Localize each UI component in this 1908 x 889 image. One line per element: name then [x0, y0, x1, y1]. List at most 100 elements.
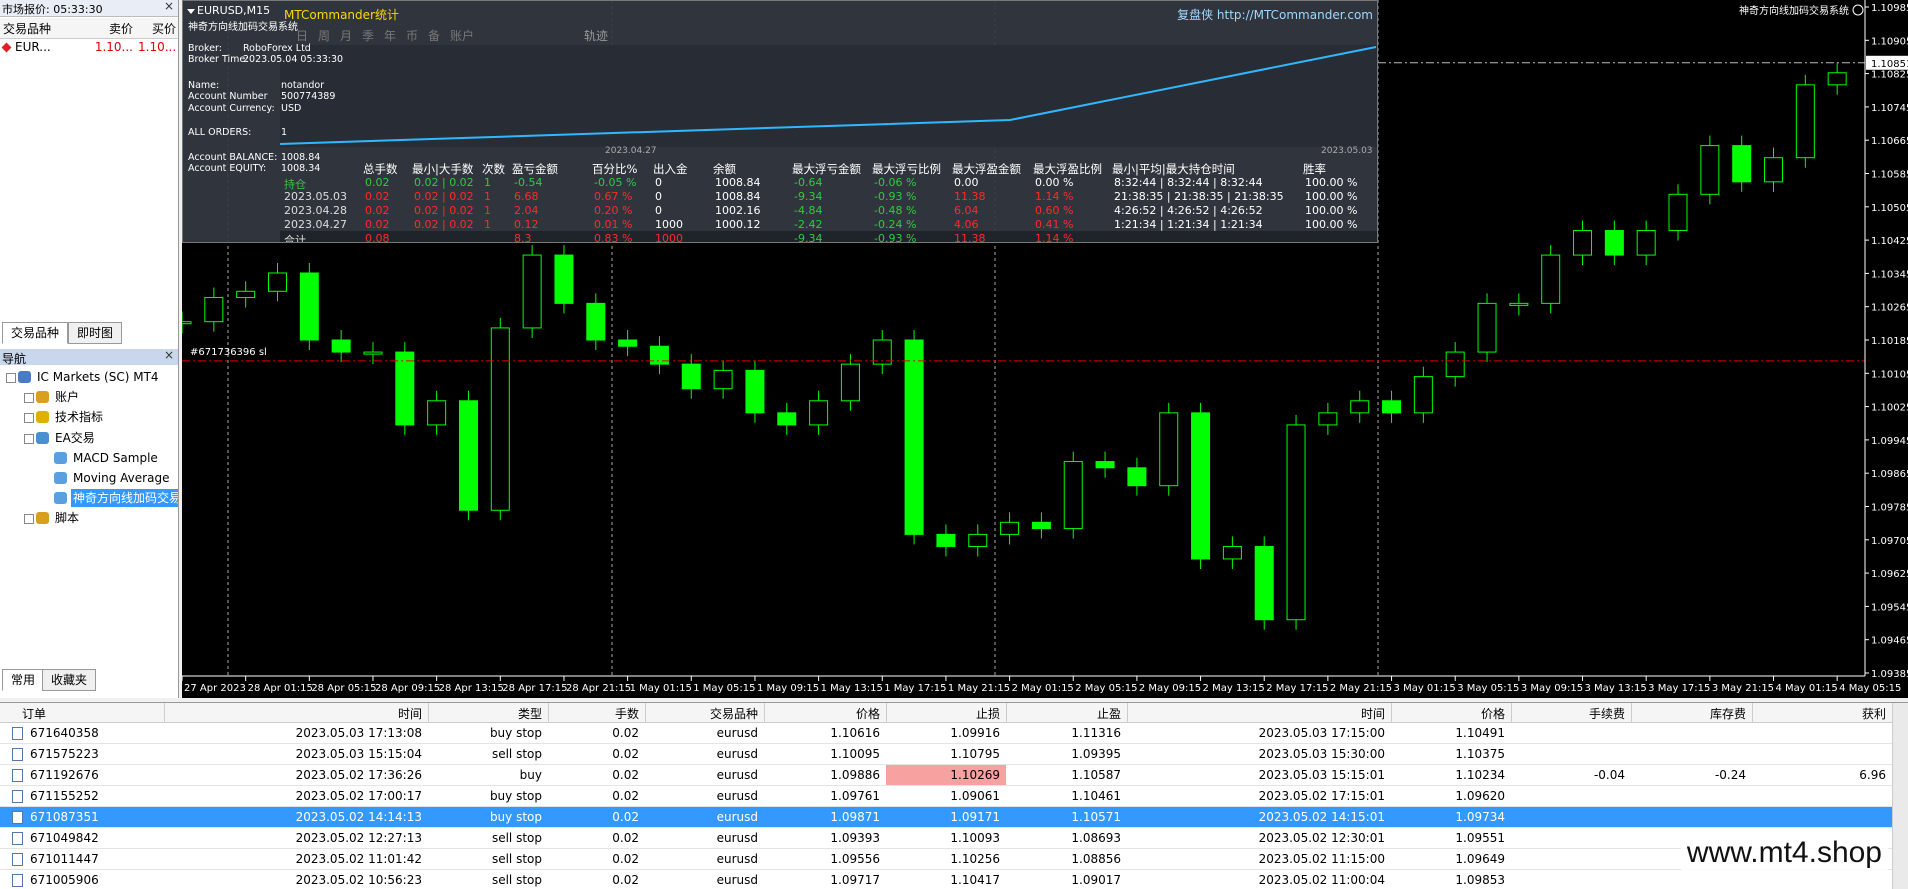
x-tick-label: 3 May 21:15 — [1712, 683, 1774, 694]
column-header: 价格 — [855, 707, 880, 721]
order-row[interactable] — [0, 807, 1892, 828]
x-tick-label: 3 May 01:15 — [1394, 683, 1456, 694]
chart-menu-arrow — [187, 9, 195, 18]
tree-icon — [54, 472, 67, 484]
tree-expander[interactable] — [24, 413, 34, 424]
order-row[interactable] — [0, 765, 1892, 786]
candle — [586, 302, 606, 341]
candle — [1477, 302, 1497, 353]
tab[interactable]: 交易品种 — [2, 322, 69, 344]
cell-highlight — [886, 765, 1006, 785]
order-row[interactable] — [0, 828, 1892, 849]
scrollbar[interactable] — [1892, 703, 1908, 889]
period-button[interactable]: 周 — [318, 29, 331, 43]
order-cell: 1.10093 — [950, 831, 1000, 845]
order-cell: 2023.05.02 17:15:01 — [1258, 789, 1385, 803]
tree-item[interactable]: EA交易 — [55, 430, 95, 445]
order-cell: 671575223 — [30, 747, 99, 761]
order-cell: eurusd — [716, 726, 758, 740]
market-watch-title: 市场报价: 05:33:30 — [2, 3, 103, 16]
tree-expander[interactable] — [24, 433, 34, 444]
stats-row-label: 持仓 — [284, 178, 306, 191]
order-cell: 671005906 — [30, 873, 99, 887]
candle — [1827, 72, 1847, 86]
period-button[interactable]: 币 — [406, 29, 419, 43]
period-button[interactable]: 月 — [340, 29, 353, 43]
period-button[interactable]: 日 — [296, 29, 309, 43]
column-divider — [645, 703, 646, 722]
tree-item[interactable]: Moving Average — [73, 471, 170, 485]
candle — [1222, 545, 1242, 560]
stats-cell: -0.48 % — [874, 204, 917, 217]
ea-smiley — [1852, 4, 1864, 16]
order-row[interactable] — [0, 786, 1892, 807]
period-button[interactable]: 账户 — [450, 29, 475, 43]
stats-cell: 6.68 — [514, 190, 539, 203]
y-tick-label: 1.09465 — [1871, 636, 1908, 647]
order-row[interactable] — [0, 744, 1892, 765]
y-tick-label: 1.10905 — [1871, 36, 1908, 47]
stats-header: 总手数 — [363, 162, 398, 176]
candle — [1509, 302, 1529, 306]
stats-cell: 1002.16 — [715, 204, 761, 217]
x-tick-label: 1 May 09:15 — [757, 683, 819, 694]
period-button[interactable]: 备 — [428, 29, 441, 43]
tab[interactable]: 收藏夹 — [42, 669, 97, 691]
order-cell: 1.09395 — [1071, 747, 1121, 761]
column-divider — [1391, 703, 1392, 722]
candle — [395, 351, 415, 426]
info-value: 500774389 — [281, 91, 336, 102]
period-button[interactable]: 年 — [384, 29, 397, 43]
candle — [777, 412, 797, 426]
tree-expander[interactable] — [6, 373, 16, 383]
column-divider — [764, 703, 765, 722]
info-label: Account Currency: — [188, 103, 275, 114]
column-divider — [1892, 703, 1893, 722]
candle — [522, 254, 542, 329]
candle — [872, 339, 892, 365]
stats-cell: 0.01 % — [594, 218, 633, 231]
tree-item[interactable]: 技术指标 — [55, 410, 104, 425]
order-cell: 2023.05.02 11:00:04 — [1258, 873, 1385, 887]
column-divider — [1631, 703, 1632, 722]
stats-header: 最大浮盈比例 — [1033, 162, 1102, 176]
stats-cell: 0.00 — [954, 176, 979, 189]
track-button[interactable]: 轨迹 — [584, 29, 609, 43]
close-button[interactable]: × — [164, 0, 175, 13]
candle — [1700, 145, 1720, 195]
x-tick-label: 2 May 09:15 — [1139, 683, 1201, 694]
close-button[interactable]: × — [164, 348, 175, 362]
order-cell: 671640358 — [30, 726, 99, 740]
stats-cell: 1000.12 — [715, 218, 761, 231]
tab[interactable]: 即时图 — [68, 322, 123, 344]
candle — [840, 363, 860, 402]
candle — [1732, 145, 1752, 183]
y-tick-label: 1.09945 — [1871, 436, 1908, 447]
tab[interactable]: 常用 — [2, 669, 45, 691]
tree-expander[interactable] — [24, 514, 34, 525]
column-divider — [1752, 703, 1753, 722]
stats-cell: -0.06 % — [874, 176, 917, 189]
info-label: Account EQUITY: — [188, 163, 267, 174]
tree-item[interactable]: 账户 — [55, 390, 80, 405]
order-row[interactable] — [0, 723, 1892, 744]
period-button[interactable]: 季 — [362, 29, 375, 43]
candle — [331, 339, 351, 353]
stats-cell: 1 — [484, 218, 491, 231]
stats-cell: 1000 — [655, 218, 683, 231]
order-icon — [12, 874, 23, 887]
x-tick-label: 1 May 17:15 — [884, 683, 946, 694]
order-cell: 2023.05.02 14:14:13 — [295, 810, 422, 824]
x-tick-label: 1 May 01:15 — [630, 683, 692, 694]
order-row[interactable] — [0, 849, 1892, 870]
tree-item[interactable]: MACD Sample — [73, 450, 158, 465]
tree-expander[interactable] — [24, 393, 34, 404]
stats-cell: 1000 — [655, 232, 683, 243]
tree-item[interactable]: 脚本 — [55, 511, 80, 526]
tree-item[interactable]: IC Markets (SC) MT4 — [37, 370, 159, 384]
tree-item[interactable]: 神奇方向线加码交易系统 — [71, 489, 178, 508]
equity-date: 2023.05.03 — [1321, 146, 1373, 156]
order-cell: 1.09886 — [830, 768, 880, 782]
candle — [182, 321, 192, 325]
stats-cell: 6.04 — [954, 204, 979, 217]
